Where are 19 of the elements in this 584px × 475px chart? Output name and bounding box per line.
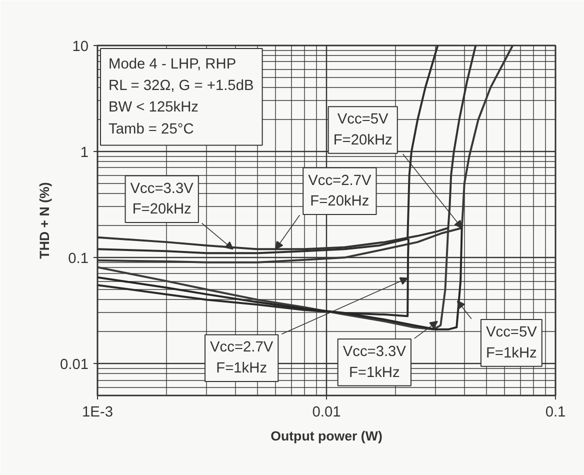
x-tick-label: 0.01 (312, 404, 341, 420)
annotation: Vcc=5V F=20kHz (333, 112, 392, 148)
annotation: Vcc=2.7V F=20kHz (308, 172, 372, 210)
y-tick-label: 0.1 (68, 251, 88, 268)
annotation: Vcc=3.3V F=1kHz (342, 344, 406, 381)
y-axis-title: THD + N (%) (36, 182, 52, 259)
y-tick-label: 10 (72, 39, 89, 55)
annotation: Tamb = 25°C (108, 121, 194, 138)
x-tick-label: 1E-3 (82, 404, 113, 420)
x-axis-title: Output power (W) (270, 428, 382, 444)
annotation: Vcc=2.7V F=1kHz (210, 340, 274, 377)
annotation: Mode 4 - LHP, RHP (108, 56, 236, 72)
annotation: BW < 125kHz (108, 100, 199, 116)
annotation: RL = 32Ω, G = +1.5dB (108, 78, 254, 94)
y-tick-label: 0.01 (60, 357, 89, 374)
y-tick-label: 1 (80, 145, 89, 162)
annotation: Vcc=5V F=1kHz (486, 324, 538, 362)
annotation: Vcc=3.3V F=20kHz (130, 180, 194, 218)
x-tick-label: 0.1 (545, 404, 566, 420)
